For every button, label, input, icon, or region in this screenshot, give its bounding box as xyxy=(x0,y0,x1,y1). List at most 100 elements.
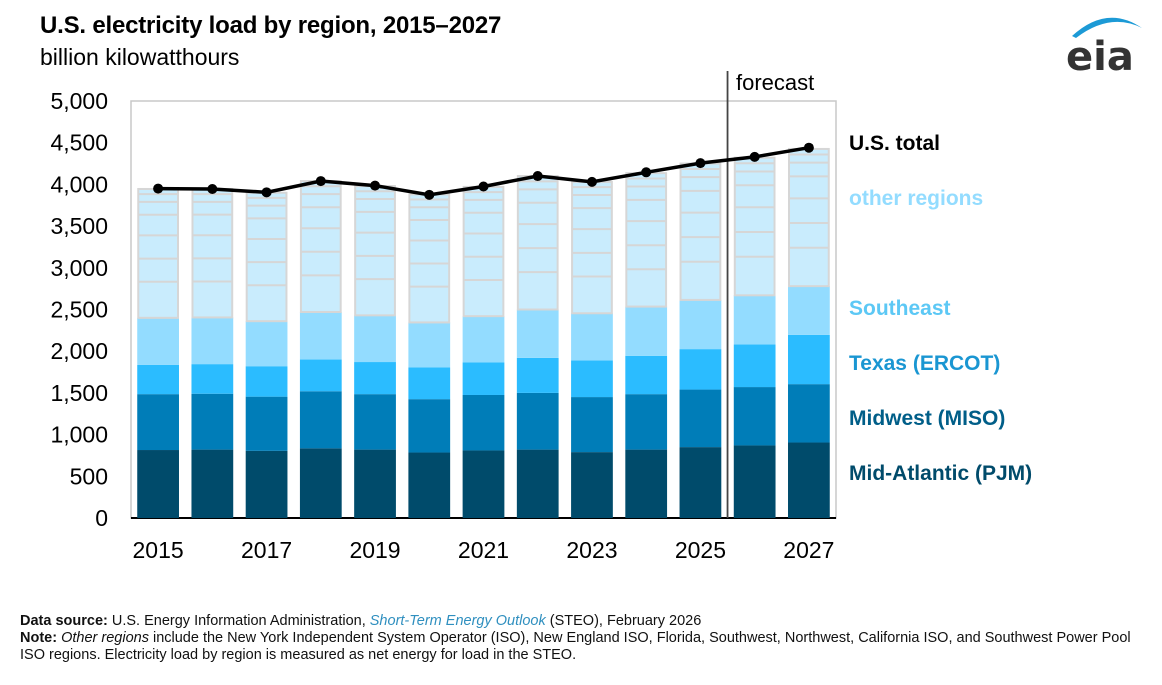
us-total-point xyxy=(207,183,218,194)
bar-segment-miso xyxy=(408,399,451,453)
x-tick-label: 2019 xyxy=(349,537,400,563)
bar-segment-other-regions xyxy=(625,172,668,308)
bar-segment-pjm xyxy=(679,447,722,518)
footer: Data source: U.S. Energy Information Adm… xyxy=(20,613,1150,664)
us-total-point xyxy=(153,183,164,194)
bar-segment-pjm xyxy=(408,452,451,518)
bar-segment-ercot xyxy=(354,362,396,395)
bar-stack-2018 xyxy=(299,180,342,518)
bar-stack-2016 xyxy=(191,187,234,518)
bar-segment-miso xyxy=(299,391,342,449)
bar-stack-2024 xyxy=(625,172,668,518)
x-tick-label: 2015 xyxy=(133,537,184,563)
y-tick-label: 4,500 xyxy=(50,130,108,156)
bar-segment-other-regions xyxy=(679,162,722,301)
bar-segment-southeast xyxy=(299,312,342,360)
x-tick-label: 2017 xyxy=(241,537,292,563)
bar-stack-2025 xyxy=(679,162,722,518)
bar-segment-southeast xyxy=(788,286,830,335)
legend-mid-atlantic-pjm: Mid-Atlantic (PJM) xyxy=(849,462,1033,485)
bar-segment-other-regions xyxy=(462,185,505,318)
y-tick-label: 3,000 xyxy=(50,255,108,281)
bar-segment-ercot xyxy=(788,334,830,385)
bar-segment-pjm xyxy=(516,449,559,518)
us-total-point xyxy=(803,142,814,153)
bar-segment-miso xyxy=(625,394,668,450)
bar-segment-other-regions xyxy=(516,175,559,311)
bar-segment-pjm xyxy=(788,442,830,518)
us-total-point xyxy=(424,189,435,200)
y-axis: 0 500 1,000 1,500 2,000 2,500 3,000 3,500 4,000 4… xyxy=(50,88,108,531)
eia-logo: eia xyxy=(1066,17,1142,78)
bar-segment-miso xyxy=(354,394,396,450)
x-tick-label: 2025 xyxy=(675,537,726,563)
bar-segment-ercot xyxy=(462,362,505,395)
bar-segment-southeast xyxy=(245,321,288,367)
source-text: U.S. Energy Information Administration, xyxy=(107,613,370,629)
x-tick-label: 2027 xyxy=(783,537,834,563)
note-label: Note: xyxy=(20,630,58,646)
bar-stack-2015 xyxy=(137,187,179,518)
bar-stack-2020 xyxy=(408,193,451,518)
bar-segment-miso xyxy=(516,392,559,450)
bar-stack-2021 xyxy=(462,185,505,518)
y-tick-label: 0 xyxy=(95,505,108,531)
x-tick-label: 2023 xyxy=(566,537,617,563)
bar-segment-southeast xyxy=(733,295,776,345)
note-text: include the New York Independent System … xyxy=(20,630,1131,663)
bar-segment-other-regions xyxy=(571,180,613,315)
steo-link[interactable]: Short-Term Energy Outlook xyxy=(369,613,546,629)
logo-text: eia xyxy=(1066,34,1134,78)
legend-midwest-miso: Midwest (MISO) xyxy=(849,407,1006,430)
source-text-2: (STEO), February 2026 xyxy=(545,613,702,629)
us-total-point xyxy=(586,176,597,187)
bar-segment-southeast xyxy=(408,322,451,368)
legend-texas-ercot: Texas (ERCOT) xyxy=(849,352,1001,375)
bar-segment-ercot xyxy=(137,364,179,395)
bar-segment-southeast xyxy=(462,316,505,363)
bars xyxy=(137,147,830,518)
bar-segment-miso xyxy=(679,389,722,448)
y-tick-label: 5,000 xyxy=(50,88,108,114)
y-tick-label: 1,500 xyxy=(50,380,108,406)
bar-segment-miso xyxy=(788,384,830,443)
bar-segment-miso xyxy=(462,394,505,451)
bar-segment-miso xyxy=(245,396,288,451)
y-tick-label: 4,000 xyxy=(50,171,108,197)
bar-segment-other-regions xyxy=(788,147,830,288)
bar-stack-2023 xyxy=(571,180,613,518)
us-total-point xyxy=(315,176,326,187)
bar-segment-pjm xyxy=(191,449,234,518)
bar-segment-miso xyxy=(191,393,234,450)
us-total-point xyxy=(261,187,272,198)
bar-segment-ercot xyxy=(679,349,722,390)
bar-segment-southeast xyxy=(571,313,613,361)
bar-segment-pjm xyxy=(245,450,288,518)
legend-us-total: U.S. total xyxy=(849,132,941,155)
bar-segment-other-regions xyxy=(191,187,234,319)
us-total-point xyxy=(532,171,543,182)
bar-stack-2019 xyxy=(354,185,396,518)
data-source-line: Data source: U.S. Energy Information Adm… xyxy=(20,613,1150,630)
us-total-point xyxy=(641,167,652,178)
source-label: Data source: xyxy=(20,613,108,629)
bar-segment-ercot xyxy=(408,367,451,400)
y-tick-label: 2,000 xyxy=(50,338,108,364)
bar-segment-miso xyxy=(137,394,179,451)
bar-segment-southeast xyxy=(137,317,179,365)
bar-stack-2017 xyxy=(245,191,288,518)
bar-segment-miso xyxy=(733,387,776,446)
bar-segment-southeast xyxy=(354,315,396,363)
us-total-point xyxy=(695,158,706,169)
y-tick-label: 3,500 xyxy=(50,213,108,239)
total-line-series xyxy=(153,142,814,200)
y-tick-label: 500 xyxy=(70,463,108,489)
bar-segment-pjm xyxy=(299,448,342,518)
bar-stack-2027 xyxy=(788,147,830,518)
logo-arc-icon xyxy=(1072,17,1142,38)
bar-segment-ercot xyxy=(245,366,288,397)
bar-segment-ercot xyxy=(191,364,234,394)
note-line: Note: Other regions include the New York… xyxy=(20,630,1150,664)
bar-segment-pjm xyxy=(625,449,668,518)
